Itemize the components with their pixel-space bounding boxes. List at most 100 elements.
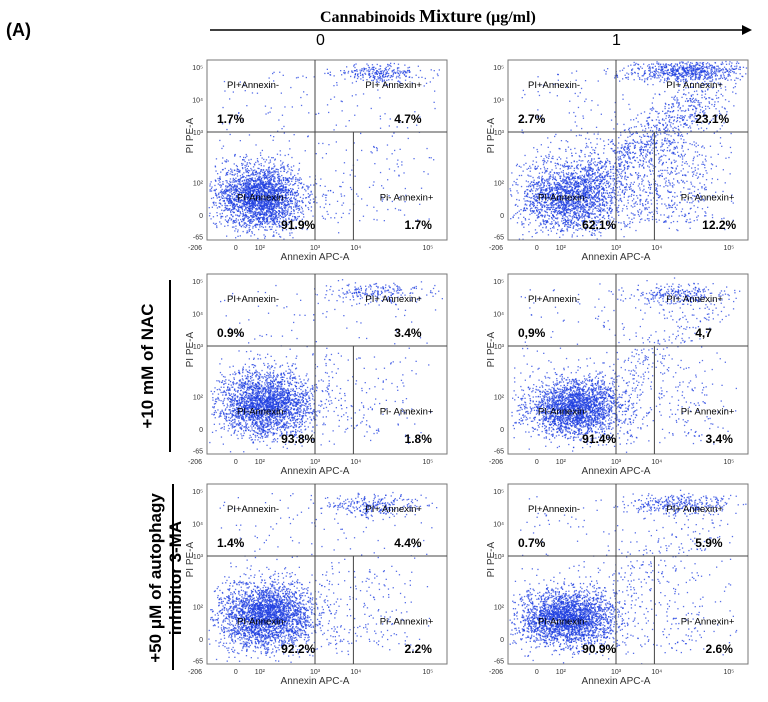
x-axis-label: Annexin APC-A [281, 252, 350, 263]
x-tick-label: 0 [234, 669, 238, 676]
x-tick-label: 10⁴ [350, 459, 361, 466]
gate-label-upper-left: PI+Annexin- [528, 294, 580, 305]
quadrant-upper-right-value: 3.4% [394, 326, 422, 340]
x-tick-label: 10³ [611, 459, 622, 466]
quadrant-lower-right-value: 3.4% [706, 432, 734, 446]
x-tick-label: 0 [234, 459, 238, 466]
quadrant-lower-right-value: 1.7% [405, 218, 433, 232]
quadrant-upper-left-value: 1.7% [217, 112, 245, 126]
x-tick-label: 10⁴ [350, 245, 361, 252]
y-tick-label: -65 [494, 658, 504, 665]
x-tick-label: 10⁵ [422, 459, 433, 466]
y-axis-label: PI PE-A [185, 331, 196, 367]
y-tick-label: 10² [193, 604, 204, 611]
gate-label-lower-left: PI-Annexin- [538, 192, 588, 203]
gate-label-upper-right: PI+ Annexin+ [666, 504, 723, 515]
gate-label-upper-right: PI+ Annexin+ [666, 294, 723, 305]
flow-plot-r2c0: PI+Annexin-PI+ Annexin+PI-Annexin-Pi- An… [183, 482, 463, 702]
dot-cloud [209, 279, 443, 452]
dot-cloud [208, 492, 437, 663]
row-label-nac: +10 mM of NAC [138, 286, 158, 446]
y-tick-label: 10⁴ [192, 312, 203, 319]
y-tick-label: 0 [199, 427, 203, 434]
gate-label-lower-left: PI-Annexin- [237, 192, 287, 203]
quadrant-lower-left-value: 91.4% [582, 432, 616, 446]
quadrant-upper-left-value: 2.7% [518, 112, 546, 126]
gate-label-upper-left: PI+Annexin- [528, 504, 580, 515]
gate-label-lower-right: Pi- Annexin+ [380, 616, 434, 627]
x-tick-label: 0 [535, 459, 539, 466]
x-tick-label: 10⁵ [723, 459, 734, 466]
flow-plot-r1c0: PI+Annexin-PI+ Annexin+PI-Annexin-Pi- An… [183, 272, 463, 492]
y-tick-label: 0 [500, 637, 504, 644]
y-tick-label: 0 [199, 637, 203, 644]
row-label-3ma-text: +50 μM of autophagy inhibitor 3-MA [146, 493, 186, 663]
gate-label-lower-right: Pi- Annexin+ [380, 192, 434, 203]
x-tick-label: 0 [234, 245, 238, 252]
x-tick-label: -206 [489, 669, 503, 676]
y-tick-label: 10⁵ [192, 489, 203, 496]
header-arrow [0, 0, 768, 60]
x-tick-label: 10³ [611, 245, 622, 252]
y-tick-label: 10² [494, 394, 505, 401]
x-tick-label: 0 [535, 669, 539, 676]
quadrant-lower-left-value: 62.1% [582, 218, 616, 232]
gate-label-upper-right: PI+ Annexin+ [365, 80, 422, 91]
x-tick-label: -206 [188, 245, 202, 252]
y-tick-label: -65 [193, 234, 203, 241]
x-tick-label: 10⁵ [723, 245, 734, 252]
quadrant-lower-left-value: 92.2% [281, 642, 315, 656]
x-tick-label: 10² [255, 459, 266, 466]
y-axis-label: PI PE-A [486, 331, 497, 367]
gate-label-upper-left: PI+Annexin- [227, 80, 279, 91]
x-tick-label: -206 [188, 459, 202, 466]
y-tick-label: 10² [494, 180, 505, 187]
flow-plot-r0c1: PI+Annexin-PI+ Annexin+PI-Annexin-Pi- An… [484, 58, 764, 278]
y-tick-label: -65 [494, 448, 504, 455]
y-tick-label: 0 [199, 213, 203, 220]
x-tick-label: 10³ [310, 669, 321, 676]
x-tick-label: 10³ [310, 245, 321, 252]
quadrant-upper-left-value: 1.4% [217, 536, 245, 550]
gate-label-upper-left: PI+Annexin- [227, 294, 279, 305]
gate-label-upper-right: PI+ Annexin+ [365, 504, 422, 515]
quadrant-lower-right-value: 2.2% [405, 642, 433, 656]
x-tick-label: 10² [556, 669, 567, 676]
quadrant-upper-right-value: 4.4% [394, 536, 422, 550]
quadrant-lower-right-value: 12.2% [702, 218, 736, 232]
x-tick-label: 10⁴ [651, 669, 662, 676]
y-tick-label: 10⁵ [493, 65, 504, 72]
x-tick-label: 10³ [611, 669, 622, 676]
y-tick-label: 10⁴ [493, 522, 504, 529]
x-tick-label: -206 [489, 459, 503, 466]
y-tick-label: 10⁵ [192, 65, 203, 72]
gate-label-lower-right: Pi- Annexin+ [681, 406, 735, 417]
y-tick-label: 10² [193, 180, 204, 187]
quadrant-lower-right-value: 1.8% [405, 432, 433, 446]
gate-label-upper-right: PI+ Annexin+ [666, 80, 723, 91]
quadrant-upper-right-value: 4,7 [695, 326, 712, 340]
quadrant-upper-right-value: 4.7% [394, 112, 422, 126]
x-tick-label: 0 [535, 245, 539, 252]
quadrant-lower-left-value: 93.8% [281, 432, 315, 446]
x-axis-label: Annexin APC-A [281, 676, 350, 687]
y-tick-label: 10⁴ [192, 522, 203, 529]
x-tick-label: -206 [489, 245, 503, 252]
row-label-3ma: +50 μM of autophagy inhibitor 3-MA [146, 478, 186, 678]
y-axis-label: PI PE-A [486, 541, 497, 577]
x-tick-label: 10⁴ [350, 669, 361, 676]
quadrant-lower-left-value: 90.9% [582, 642, 616, 656]
quadrant-upper-right-value: 23.1% [695, 112, 729, 126]
flow-plot-r1c1: PI+Annexin-PI+ Annexin+PI-Annexin-Pi- An… [484, 272, 764, 492]
x-tick-label: -206 [188, 669, 202, 676]
x-tick-label: 10⁴ [651, 459, 662, 466]
quadrant-upper-left-value: 0,9% [518, 326, 546, 340]
gate-label-lower-left: PI-Annexin- [237, 616, 287, 627]
gate-label-lower-left: PI-Annexin- [237, 406, 287, 417]
y-axis-label: PI PE-A [185, 541, 196, 577]
x-tick-label: 10² [255, 669, 266, 676]
y-tick-label: 0 [500, 213, 504, 220]
y-tick-label: 10² [494, 604, 505, 611]
x-axis-label: Annexin APC-A [582, 252, 651, 263]
